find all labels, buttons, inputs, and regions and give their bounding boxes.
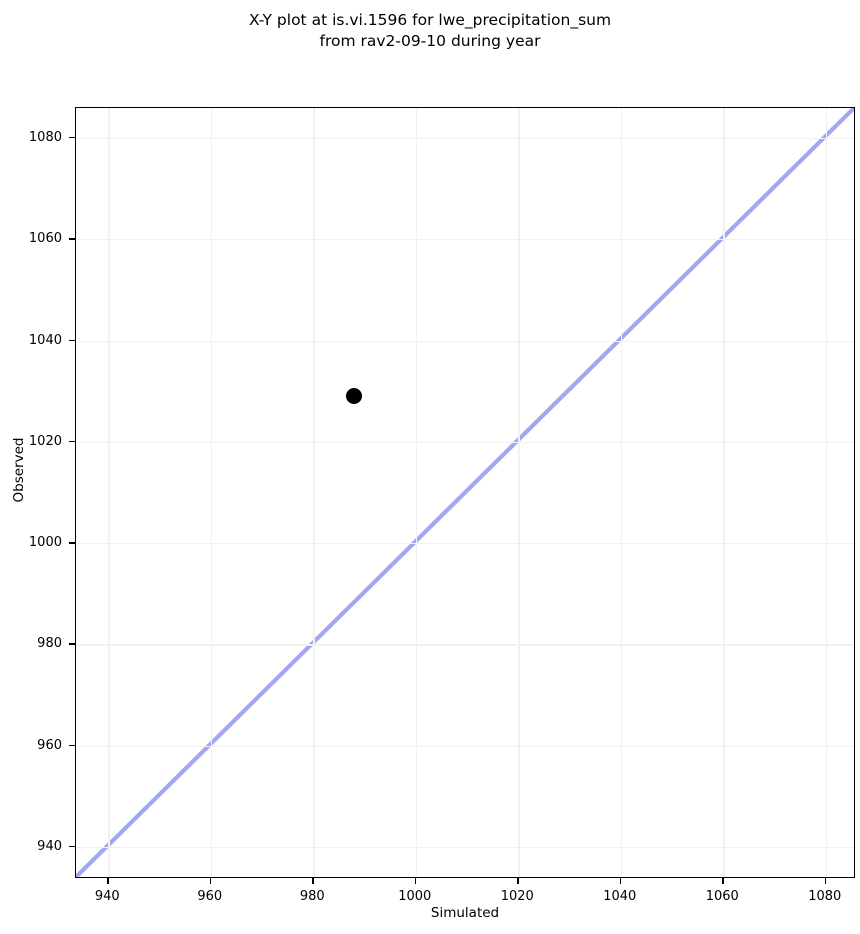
x-tick-label: 1080 (808, 889, 842, 904)
x-tick-label: 1040 (603, 889, 637, 904)
x-axis-label: Simulated (430, 905, 500, 921)
x-tick-mark (312, 878, 314, 884)
y-tick-label: 1080 (28, 129, 62, 145)
gridline-vertical (518, 108, 520, 877)
gridline-horizontal (76, 340, 854, 342)
x-tick-label: 980 (299, 889, 325, 904)
y-tick-mark (69, 339, 75, 341)
y-tick-mark (69, 136, 75, 139)
x-tick-label: 1060 (705, 889, 739, 904)
plot-area (75, 107, 855, 878)
gridline-vertical (108, 108, 110, 877)
y-tick-label: 1020 (28, 433, 62, 449)
gridline-horizontal (76, 441, 854, 444)
y-tick-label: 1040 (28, 332, 62, 348)
x-tick-mark (824, 878, 827, 884)
x-tick-label: 940 (94, 889, 120, 904)
gridline-horizontal (76, 239, 854, 241)
gridline-horizontal (76, 745, 854, 748)
gridline-vertical (723, 108, 725, 877)
data-point (346, 388, 363, 405)
y-tick-mark (69, 846, 75, 848)
gridline-vertical (825, 108, 828, 877)
x-tick-label: 1020 (500, 889, 534, 904)
y-tick-mark (69, 744, 75, 747)
x-tick-mark (619, 878, 622, 884)
y-tick-label: 960 (37, 737, 62, 753)
gridline-horizontal (76, 137, 854, 140)
y-tick-mark (69, 238, 75, 240)
gridline-vertical (620, 108, 623, 877)
y-tick-mark (69, 643, 75, 645)
x-tick-mark (209, 878, 212, 884)
x-tick-mark (722, 878, 724, 884)
y-tick-label: 940 (37, 839, 62, 855)
one-to-one-line (76, 108, 854, 877)
y-tick-mark (69, 440, 75, 443)
gridline-vertical (210, 108, 213, 877)
y-tick-label: 1060 (28, 231, 62, 247)
chart-title: X-Y plot at is.vi.1596 for lwe_precipita… (248, 11, 612, 50)
gridline-horizontal (76, 847, 854, 849)
gridline-vertical (313, 108, 315, 877)
gridline-vertical (415, 108, 418, 877)
x-tick-label: 960 (197, 889, 223, 904)
gridline-horizontal (76, 644, 854, 646)
y-tick-label: 1000 (28, 535, 62, 551)
gridline-horizontal (76, 543, 854, 545)
x-tick-mark (107, 878, 109, 884)
y-tick-label: 980 (37, 636, 62, 652)
x-tick-mark (414, 878, 417, 884)
x-tick-mark (517, 878, 519, 884)
y-tick-mark (69, 542, 75, 544)
x-tick-label: 1000 (398, 889, 432, 904)
